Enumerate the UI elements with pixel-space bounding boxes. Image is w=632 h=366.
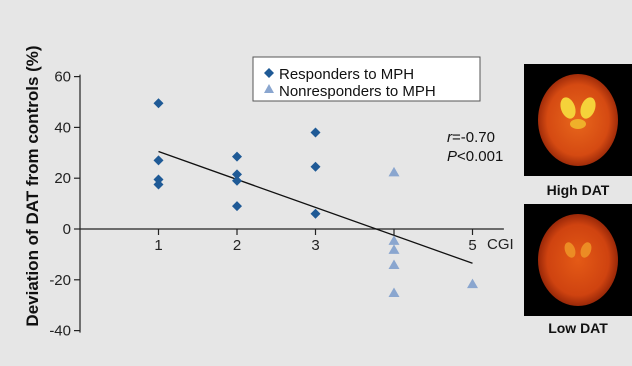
legend: Responders to MPH Nonresponders to MPH [252,56,481,102]
nonresponder-point [467,278,478,289]
legend-box [252,56,481,102]
y-tick-label: -20 [49,272,71,289]
y-axis-title: Deviation of DAT from controls (%) [23,45,42,326]
legend-label-nonresponders: Nonresponders to MPH [279,83,436,100]
regression-line [158,150,473,264]
responder-point [310,161,321,172]
data-points [153,98,478,297]
legend-triangle-icon [264,84,274,93]
x-tick-label: 2 [233,237,241,254]
x-tick-label: 3 [311,237,319,254]
scan-label-low: Low DAT [548,320,608,336]
nonresponder-point [388,166,400,177]
nonresponder-point [388,244,400,254]
legend-label-responders: Responders to MPH [279,66,414,83]
responder-point [232,169,242,180]
responder-point [153,179,164,190]
y-tick-label: -40 [49,323,71,340]
responder-point [232,201,242,212]
responder-point [232,175,242,186]
axes: 60 40 20 0 -20 -40 1 2 3 5 [49,69,504,340]
correlation-p: P<0.001 [447,148,503,165]
nonresponder-point [388,287,400,297]
y-tick-label: 0 [63,221,71,238]
responder-point [153,155,164,166]
responder-point [153,174,164,185]
x-axis-title: CGI [487,236,514,253]
nonresponder-point [388,259,400,270]
brain-scan-low-icon [524,204,632,316]
brain-scan-high-icon [524,64,632,176]
responder-point [232,151,242,162]
trendline-group [158,150,473,264]
responder-point [310,208,321,219]
y-tick-label: 40 [54,119,71,136]
scan-label-high: High DAT [546,182,610,198]
legend-diamond-icon [264,68,274,78]
correlation-r: r=-0.70 [447,129,495,146]
x-tick-label: 5 [468,237,476,254]
responder-point [153,98,164,109]
responder-point [310,127,321,138]
x-tick-label: 1 [154,237,162,254]
y-tick-label: 20 [54,170,71,187]
nonresponder-point [388,235,400,245]
y-tick-label: 60 [54,69,71,86]
